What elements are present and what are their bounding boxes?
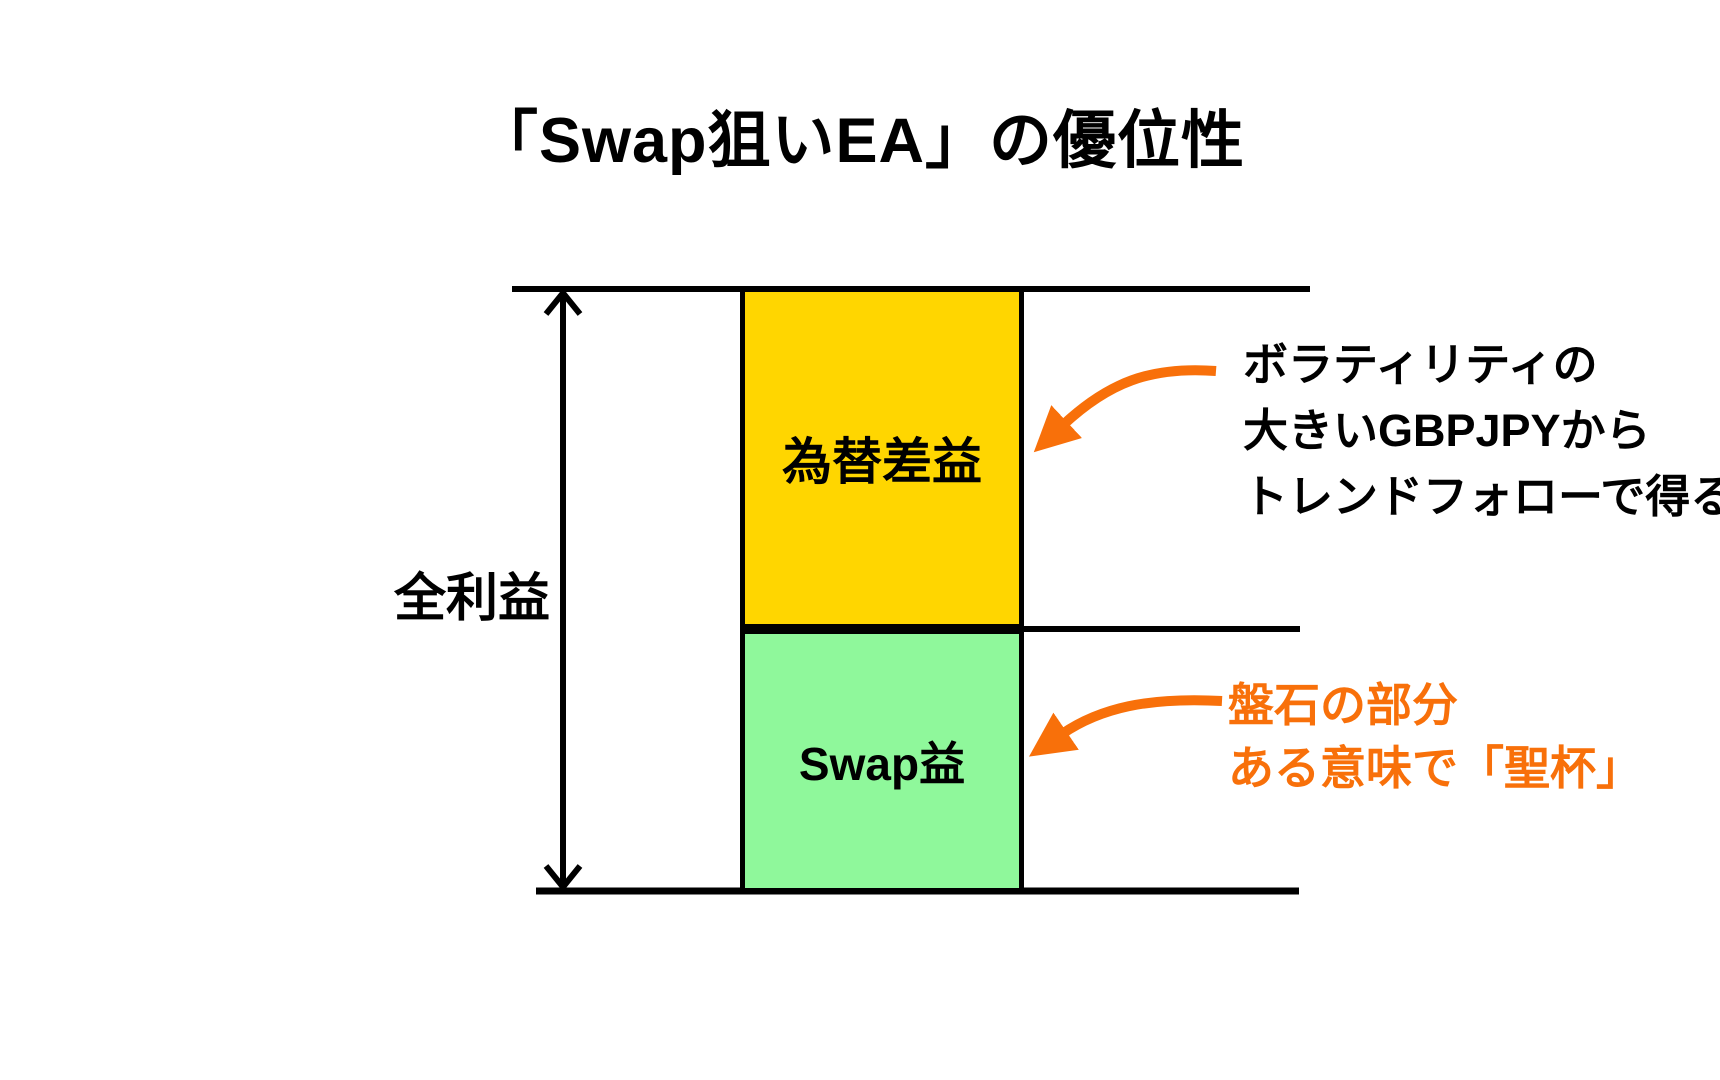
fx-gain-note: ボラティリティの 大きいGBPJPYから トレンドフォローで得る: [1243, 332, 1720, 530]
swap-gain-pointer-arrow: [1028, 695, 1223, 757]
arrowhead-down-icon: [543, 864, 583, 892]
swap-gain-note-line: 盤石の部分: [1228, 679, 1458, 731]
swap-gain-box-label: Swap益: [798, 738, 966, 790]
fx-gain-box-label: 為替差益: [782, 434, 982, 490]
swap-gain-box: Swap益: [740, 629, 1024, 893]
swap-gain-note-line: ある意味で「聖杯」: [1228, 742, 1642, 794]
fx-gain-note-line: トレンドフォローで得る: [1243, 471, 1720, 522]
total-profit-measure-arrow: [543, 288, 583, 892]
swap-gain-note: 盤石の部分 ある意味で「聖杯」: [1228, 674, 1642, 800]
arrowhead-up-icon: [543, 288, 583, 316]
fx-gain-box: 為替差益: [740, 287, 1024, 629]
fx-gain-pointer-arrow: [1033, 365, 1217, 453]
fx-gain-note-line: ボラティリティの: [1243, 339, 1598, 390]
fx-gain-note-line: 大きいGBPJPYから: [1243, 405, 1651, 456]
total-profit-label: 全利益: [393, 570, 550, 628]
page-title: 「Swap狙いEA」の優位性: [474, 106, 1246, 176]
